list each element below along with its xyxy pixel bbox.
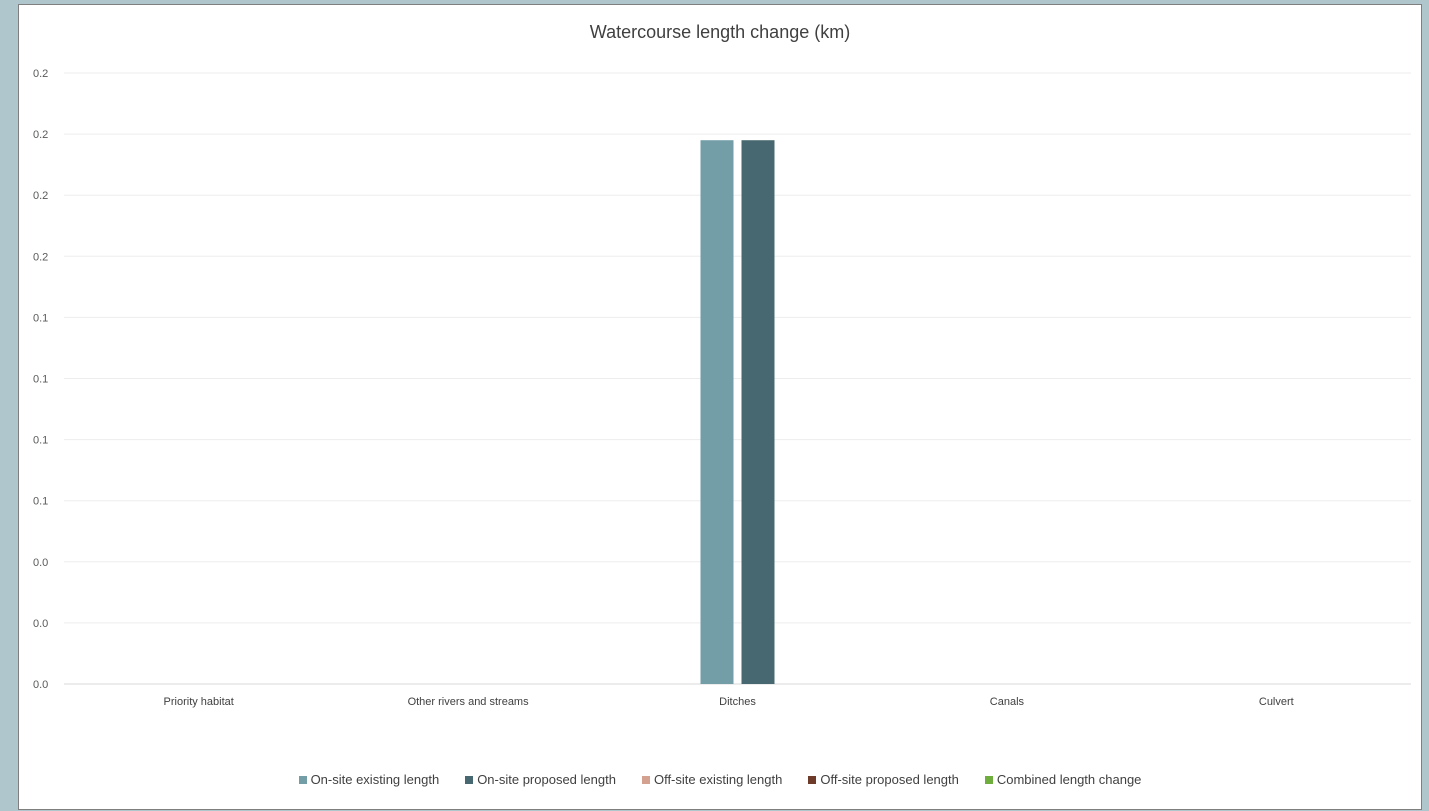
y-tick-label: 0.2	[33, 251, 48, 263]
y-tick-label: 0.0	[33, 679, 48, 691]
legend-item: On-site proposed length	[465, 772, 616, 787]
plot-area: 0.0 0.0 0.0 0.1 0.1 0.1 0.1 0.2 0.2 0.2 0.2 Priorit…	[33, 68, 1411, 708]
bar	[700, 140, 734, 684]
bar	[741, 140, 775, 684]
legend-swatch	[808, 775, 817, 784]
x-category-label: Culvert	[1259, 696, 1294, 708]
legend-item: Combined length change	[984, 772, 1142, 787]
y-tick-label: 0.1	[33, 312, 48, 324]
legend-item: Off-site existing length	[641, 772, 783, 787]
legend-item: Off-site proposed length	[808, 772, 959, 787]
legend-label: On-site proposed length	[477, 772, 616, 787]
x-category-label: Priority habitat	[164, 696, 234, 708]
y-tick-label: 0.2	[33, 129, 48, 141]
legend-label: Combined length change	[996, 772, 1142, 787]
y-tick-label: 0.2	[33, 190, 48, 202]
y-tick-label: 0.2	[33, 68, 48, 80]
legend-label: On-site existing length	[310, 772, 440, 787]
legend-swatch	[465, 775, 474, 784]
legend-label: Off-site proposed length	[820, 772, 959, 787]
legend-swatch	[641, 775, 650, 784]
y-tick-label: 0.0	[33, 618, 48, 630]
legend: On-site existing length On-site proposed …	[19, 772, 1421, 787]
x-category-label: Canals	[990, 696, 1025, 708]
y-tick-label: 0.1	[33, 435, 48, 447]
x-category-label: Ditches	[719, 696, 756, 708]
y-tick-label: 0.1	[33, 374, 48, 386]
chart-title: Watercourse length change (km)	[589, 22, 851, 42]
legend-label: Off-site existing length	[653, 772, 783, 787]
chart-frame: Watercourse length change (km) 0.0 0.0 0.0…	[18, 4, 1422, 810]
y-tick-label: 0.1	[33, 496, 48, 508]
legend-item: On-site existing length	[298, 772, 440, 787]
legend-swatch	[298, 775, 307, 784]
legend-swatch	[984, 775, 993, 784]
x-category-label: Other rivers and streams	[408, 696, 530, 708]
y-tick-label: 0.0	[33, 557, 48, 569]
